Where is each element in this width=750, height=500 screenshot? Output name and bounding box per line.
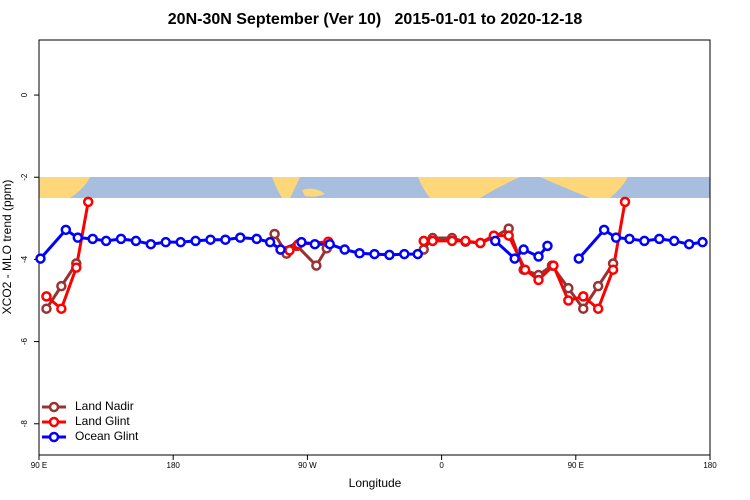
data-point xyxy=(369,248,380,260)
data-point xyxy=(296,236,307,248)
y-tick-label: -2 xyxy=(20,173,29,181)
data-point xyxy=(56,280,67,292)
data-point xyxy=(563,282,574,294)
data-point xyxy=(269,228,280,240)
data-point xyxy=(518,244,529,255)
data-point xyxy=(354,248,365,259)
legend-label: Land Glint xyxy=(75,414,130,428)
data-point xyxy=(509,253,520,264)
y-tick-label: 0 xyxy=(20,92,29,97)
data-point xyxy=(412,248,423,260)
data-point xyxy=(41,291,52,302)
data-point xyxy=(446,235,458,247)
data-point xyxy=(175,236,186,248)
legend-marker xyxy=(48,401,60,413)
data-point xyxy=(384,249,395,261)
data-point xyxy=(284,245,295,256)
data-point xyxy=(264,236,276,248)
data-point xyxy=(619,196,631,208)
x-axis-label: Longitude xyxy=(349,476,402,490)
data-point xyxy=(220,234,231,245)
data-point xyxy=(399,248,410,260)
data-point xyxy=(418,235,429,247)
data-point xyxy=(60,224,72,236)
legend-marker xyxy=(48,431,60,443)
data-point xyxy=(573,253,585,264)
y-tick-label: -4 xyxy=(20,255,29,263)
data-point xyxy=(82,196,94,208)
data-point xyxy=(324,238,336,250)
x-tick-label: 0 xyxy=(439,461,444,470)
data-point xyxy=(115,233,127,245)
data-point xyxy=(683,238,695,250)
map-strip xyxy=(39,177,710,198)
data-point xyxy=(607,264,619,275)
data-point xyxy=(598,224,610,236)
data-point xyxy=(548,260,559,271)
legend-label: Ocean Glint xyxy=(75,429,139,443)
data-point xyxy=(309,238,321,250)
y-tick-label: -8 xyxy=(20,420,29,428)
data-point xyxy=(160,236,171,248)
data-point xyxy=(35,253,46,264)
data-point xyxy=(533,274,544,286)
data-point xyxy=(71,262,82,273)
data-point xyxy=(503,230,514,241)
data-point xyxy=(592,280,604,292)
data-point xyxy=(100,235,112,247)
data-point xyxy=(130,235,142,247)
data-point xyxy=(592,303,604,314)
data-point xyxy=(41,303,52,314)
data-point xyxy=(519,264,531,275)
data-point xyxy=(145,238,157,250)
x-tick-label: 90 E xyxy=(568,461,584,470)
data-point xyxy=(460,235,471,247)
data-point xyxy=(427,235,438,247)
data-point xyxy=(275,244,286,255)
data-point xyxy=(56,303,67,314)
data-point xyxy=(87,233,98,245)
chart-title: 20N-30N September (Ver 10) 2015-01-01 to… xyxy=(168,11,583,28)
x-tick-label: 180 xyxy=(703,461,717,470)
data-point xyxy=(251,233,262,245)
data-point xyxy=(339,244,350,255)
legend-marker xyxy=(48,416,60,428)
data-point xyxy=(668,235,680,247)
data-point xyxy=(563,295,574,306)
data-point xyxy=(311,260,322,271)
data-point xyxy=(639,235,650,247)
data-point xyxy=(490,235,501,247)
data-point xyxy=(654,233,665,245)
data-point xyxy=(72,232,84,243)
data-point xyxy=(235,232,246,243)
data-point xyxy=(205,234,216,245)
x-tick-label: 90 W xyxy=(298,461,317,470)
data-point xyxy=(190,235,201,247)
data-point xyxy=(475,237,486,249)
data-point xyxy=(533,251,544,262)
data-point xyxy=(624,233,635,245)
x-tick-label: 180 xyxy=(167,461,181,470)
data-point xyxy=(610,232,622,243)
plot-frame xyxy=(38,39,711,456)
data-point xyxy=(578,291,589,302)
y-axis-label: XCO2 - MLO trend (ppm) xyxy=(0,180,14,315)
data-point xyxy=(697,236,708,248)
x-tick-label: 90 E xyxy=(31,461,47,470)
data-point xyxy=(578,303,589,314)
y-tick-label: -6 xyxy=(20,337,29,345)
data-point xyxy=(542,240,553,252)
legend-label: Land Nadir xyxy=(75,399,134,413)
